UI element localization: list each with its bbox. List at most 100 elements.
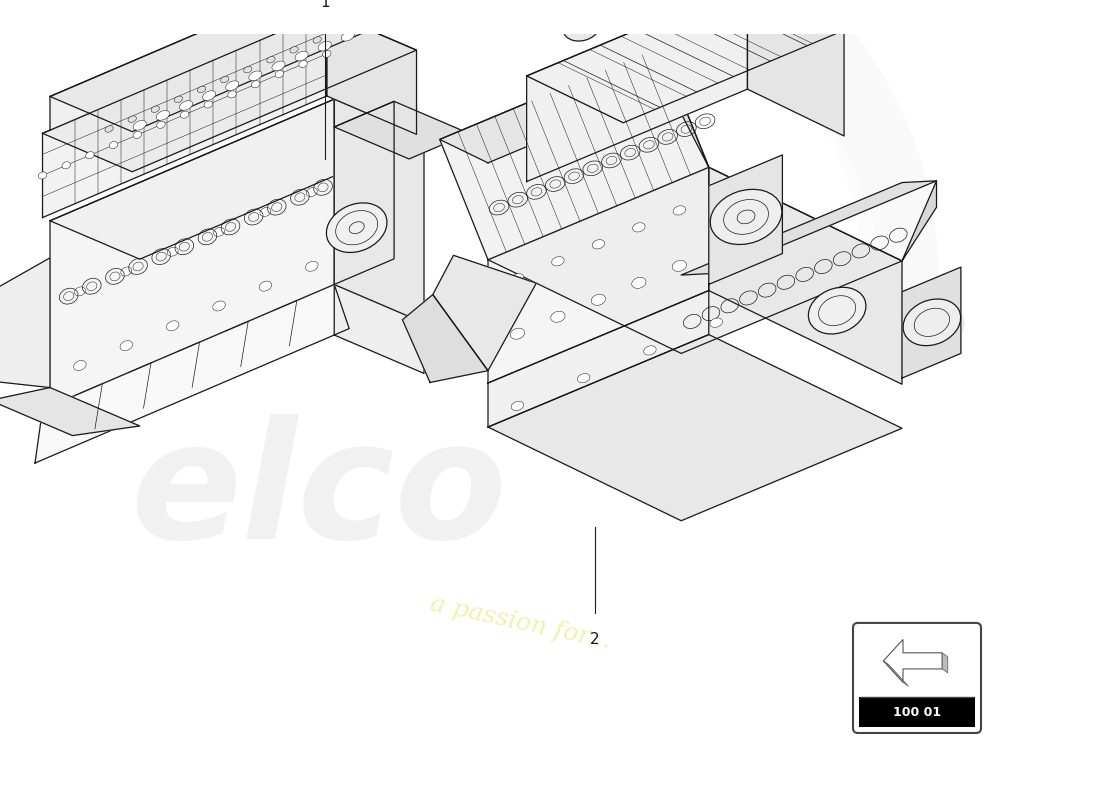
Polygon shape <box>432 255 537 370</box>
Ellipse shape <box>62 162 70 169</box>
Ellipse shape <box>306 188 317 197</box>
Polygon shape <box>50 99 334 406</box>
Ellipse shape <box>322 50 331 58</box>
Polygon shape <box>902 181 936 261</box>
Polygon shape <box>327 12 417 134</box>
Polygon shape <box>440 47 708 260</box>
Ellipse shape <box>711 190 782 245</box>
Polygon shape <box>50 99 424 259</box>
Polygon shape <box>334 102 469 159</box>
Ellipse shape <box>197 86 206 93</box>
Ellipse shape <box>202 90 216 101</box>
Polygon shape <box>883 639 943 682</box>
Ellipse shape <box>249 71 262 81</box>
Ellipse shape <box>260 281 272 291</box>
Ellipse shape <box>337 26 344 34</box>
Ellipse shape <box>104 126 113 132</box>
Polygon shape <box>0 258 50 387</box>
Polygon shape <box>527 0 844 122</box>
Text: 085: 085 <box>820 287 970 356</box>
Ellipse shape <box>133 131 142 138</box>
Ellipse shape <box>213 227 224 236</box>
Polygon shape <box>902 267 961 378</box>
Ellipse shape <box>551 311 565 322</box>
Ellipse shape <box>179 101 192 110</box>
Ellipse shape <box>644 346 657 355</box>
Ellipse shape <box>903 299 960 346</box>
Ellipse shape <box>174 96 183 102</box>
Ellipse shape <box>205 101 212 108</box>
Polygon shape <box>403 294 488 382</box>
Ellipse shape <box>180 111 189 118</box>
Polygon shape <box>488 290 708 427</box>
Ellipse shape <box>552 257 564 266</box>
Polygon shape <box>440 47 708 163</box>
Ellipse shape <box>243 66 252 73</box>
Polygon shape <box>708 155 782 284</box>
Text: elco: elco <box>130 414 507 573</box>
Polygon shape <box>660 47 708 167</box>
Polygon shape <box>334 102 394 285</box>
Ellipse shape <box>74 361 86 370</box>
Ellipse shape <box>228 91 236 98</box>
Polygon shape <box>681 181 936 275</box>
Text: 100 01: 100 01 <box>893 706 942 719</box>
Ellipse shape <box>133 121 146 130</box>
Text: 1: 1 <box>320 0 330 10</box>
Ellipse shape <box>252 81 260 88</box>
Ellipse shape <box>109 142 118 149</box>
Ellipse shape <box>290 46 298 53</box>
Polygon shape <box>334 285 424 374</box>
Ellipse shape <box>710 318 723 327</box>
Polygon shape <box>43 12 417 172</box>
Polygon shape <box>488 334 902 521</box>
Ellipse shape <box>39 172 47 179</box>
Ellipse shape <box>341 31 354 41</box>
Ellipse shape <box>592 240 605 249</box>
Ellipse shape <box>121 267 132 276</box>
Ellipse shape <box>156 110 169 120</box>
Ellipse shape <box>226 81 239 90</box>
Polygon shape <box>488 167 708 383</box>
Ellipse shape <box>563 12 601 41</box>
Polygon shape <box>747 0 844 136</box>
Ellipse shape <box>591 294 606 306</box>
Ellipse shape <box>327 203 387 253</box>
FancyBboxPatch shape <box>852 623 981 733</box>
Text: a passion for...: a passion for... <box>428 593 613 654</box>
Text: 2: 2 <box>591 633 600 647</box>
Ellipse shape <box>387 11 400 22</box>
Ellipse shape <box>220 76 229 82</box>
Ellipse shape <box>86 152 95 158</box>
Ellipse shape <box>808 287 866 334</box>
Ellipse shape <box>120 341 133 350</box>
Ellipse shape <box>272 61 285 70</box>
Ellipse shape <box>673 206 685 215</box>
Ellipse shape <box>167 247 178 256</box>
Ellipse shape <box>306 262 318 271</box>
Ellipse shape <box>75 287 86 296</box>
Ellipse shape <box>318 42 331 51</box>
Polygon shape <box>943 653 948 673</box>
Polygon shape <box>527 0 747 182</box>
Ellipse shape <box>512 274 524 283</box>
Ellipse shape <box>295 51 308 61</box>
Ellipse shape <box>360 17 367 23</box>
Polygon shape <box>50 0 319 130</box>
Polygon shape <box>35 285 349 463</box>
Ellipse shape <box>166 321 179 331</box>
Polygon shape <box>488 167 902 354</box>
Ellipse shape <box>631 278 646 288</box>
Polygon shape <box>708 167 902 384</box>
Ellipse shape <box>128 116 136 122</box>
Ellipse shape <box>151 106 160 113</box>
Ellipse shape <box>512 402 524 410</box>
Polygon shape <box>43 12 327 218</box>
Ellipse shape <box>632 222 645 232</box>
Polygon shape <box>50 0 402 132</box>
Ellipse shape <box>156 122 165 128</box>
Bar <box>859 697 975 727</box>
Ellipse shape <box>212 301 226 311</box>
Polygon shape <box>334 99 424 323</box>
Ellipse shape <box>267 57 275 63</box>
